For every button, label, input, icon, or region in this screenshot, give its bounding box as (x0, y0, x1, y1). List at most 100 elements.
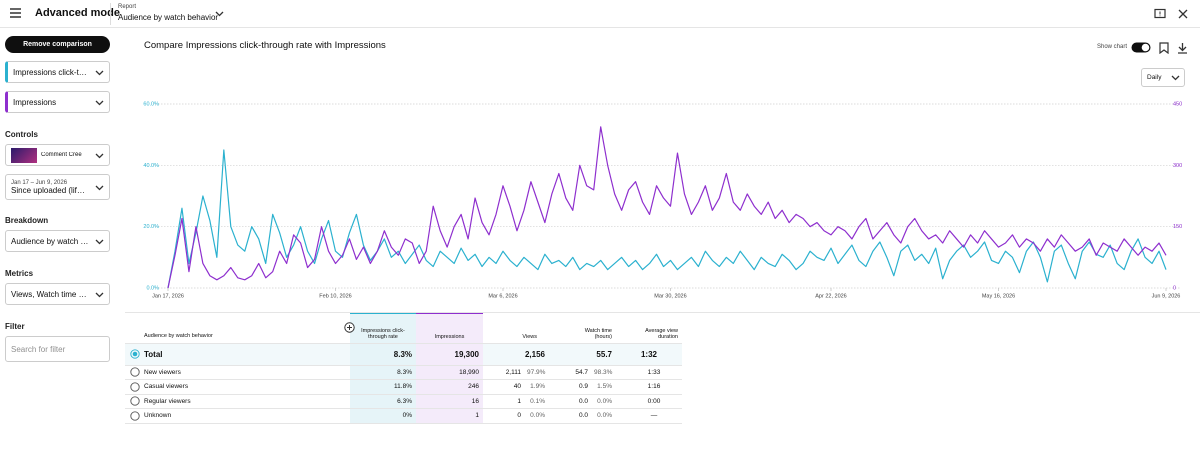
metrics-value: Views, Watch time (hours) (11, 289, 89, 299)
report-dropdown[interactable] (215, 9, 224, 18)
cell: 0:00 (616, 394, 682, 409)
row-select[interactable] (130, 367, 140, 377)
row-select[interactable] (130, 349, 140, 359)
column-header: Audience by watch behavior (125, 313, 355, 344)
header-text: Audience by watch behavior (144, 332, 213, 339)
cell-text: 0.1% (530, 397, 545, 405)
table-row: Regular viewers 6.3% 16 1 0.1% 0.0 0.0% 0:00 (125, 394, 682, 409)
section-label: Breakdown (5, 216, 49, 225)
video-title: Comment Crée (41, 152, 82, 158)
y2-tick-label: 150 (1173, 224, 1182, 230)
cell: — (616, 408, 682, 424)
chevron (95, 292, 104, 297)
bookmark-icon[interactable] (1159, 42, 1169, 54)
cell-text: — (650, 412, 658, 420)
x-tick-label: Feb 10, 2026 (319, 293, 351, 299)
cell-text: 1:16 (647, 383, 661, 391)
row-select[interactable] (130, 382, 140, 392)
cell-text: 54.7 (575, 368, 588, 376)
cell: 16 (416, 394, 483, 409)
show-chart-label: Show chart (1097, 44, 1128, 50)
filter-input[interactable]: Search for filter (5, 336, 110, 362)
cell-text: Casual viewers (144, 383, 189, 391)
feedback-icon[interactable] (1154, 8, 1166, 20)
cell-text: 0.9 (578, 383, 588, 391)
chevron (95, 239, 104, 244)
pair: 0.0 0.0% (553, 398, 612, 405)
row-select[interactable] (130, 411, 140, 421)
video-select[interactable]: Comment Crée (5, 144, 110, 166)
cell: 2,156 (483, 343, 549, 366)
cell-text: 0 (517, 412, 521, 420)
close-icon[interactable] (1178, 9, 1188, 19)
cell-text: 11.8% (394, 383, 412, 391)
pair: 0 0.0% (487, 412, 545, 419)
cell: 0.0 0.0% (549, 408, 616, 424)
y2-tick-label: 450 (1173, 101, 1182, 107)
metric-select[interactable]: Impressions click-through rate (5, 61, 110, 83)
column-header[interactable]: Average view duration (616, 313, 682, 344)
metric-select[interactable]: Impressions (5, 91, 110, 113)
remove-comparison-button[interactable]: Remove comparison (5, 36, 110, 53)
header-title: Advanced mode (35, 7, 120, 19)
column-header[interactable]: Views (483, 313, 549, 344)
thumbnail (11, 147, 37, 163)
cell-text: 0.0 (578, 412, 588, 420)
filter-placeholder: Search for filter (11, 344, 66, 354)
breakdown-select[interactable]: Audience by watch behavior (5, 230, 110, 252)
section-label: Controls (5, 130, 38, 139)
chevron (95, 100, 104, 105)
cell: 1:33 (616, 365, 682, 380)
cell: New viewers (125, 365, 350, 380)
y2-tick-label: 0 (1173, 285, 1176, 291)
cell-text: 246 (468, 383, 479, 391)
cell-text: Unknown (144, 412, 172, 420)
report-label: Report (118, 4, 137, 10)
cell: 1:32 (616, 343, 682, 366)
cell: Casual viewers (125, 379, 350, 395)
section-label: Metrics (5, 269, 34, 278)
cell-text: 6.3% (397, 397, 412, 405)
cell-text: Total (144, 349, 163, 359)
cell: 1 0.1% (483, 394, 549, 409)
chevron (95, 70, 104, 75)
granularity-value: Daily (1147, 74, 1162, 81)
cell-text: 0% (402, 412, 412, 420)
column-header[interactable]: Impressions (416, 312, 483, 344)
column-header[interactable]: Watch time (hours) (549, 313, 616, 344)
cell: 1:16 (616, 379, 682, 395)
row-select[interactable] (130, 396, 140, 406)
granularity-select[interactable]: Daily (1141, 68, 1185, 87)
cell: 19,300 (416, 343, 483, 366)
header: Advanced mode Report Audience by watch b… (0, 0, 1200, 28)
column-header[interactable]: Impressions click-through rate (350, 312, 416, 344)
download-icon[interactable] (1177, 42, 1188, 54)
cell-text: 8.3% (393, 349, 412, 359)
cell-text: 97.9% (527, 368, 546, 376)
date-select[interactable]: Jan 17 – Jun 9, 2026 Since uploaded (life… (5, 174, 110, 200)
x-tick-label: May 16, 2026 (982, 293, 1015, 299)
cell: Total (125, 343, 350, 366)
cell-text: 1 (475, 412, 479, 420)
breakdown-value: Audience by watch behavior (11, 236, 89, 246)
pair: 0.9 1.5% (553, 383, 612, 390)
x-tick-label: Jun 9, 2026 (1152, 293, 1181, 299)
cell-text: New viewers (144, 368, 181, 376)
cell: 18,990 (416, 365, 483, 380)
cell-text: 2,111 (505, 368, 521, 376)
cell-text: 98.3% (594, 368, 613, 376)
x-tick-label: Jan 17, 2026 (152, 293, 184, 299)
report-name[interactable]: Audience by watch behavior (118, 13, 219, 22)
cell-text: 16 (471, 397, 479, 405)
menu-icon[interactable] (10, 8, 21, 18)
show-chart-toggle[interactable] (1131, 42, 1151, 53)
section-label: Filter (5, 322, 25, 331)
metrics-select[interactable]: Views, Watch time (hours) (5, 283, 110, 305)
cell: 11.8% (350, 379, 416, 395)
total-row: Total 8.3% 19,300 2,156 55.7 1:32 (125, 343, 682, 366)
cell: 0.0 0.0% (549, 394, 616, 409)
add-metric-icon[interactable] (344, 322, 355, 333)
pair: 1 0.1% (487, 398, 545, 405)
cell-text: 0.0 (578, 397, 588, 405)
table-row: Unknown 0% 1 0 0.0% 0.0 0.0% — (125, 408, 682, 424)
